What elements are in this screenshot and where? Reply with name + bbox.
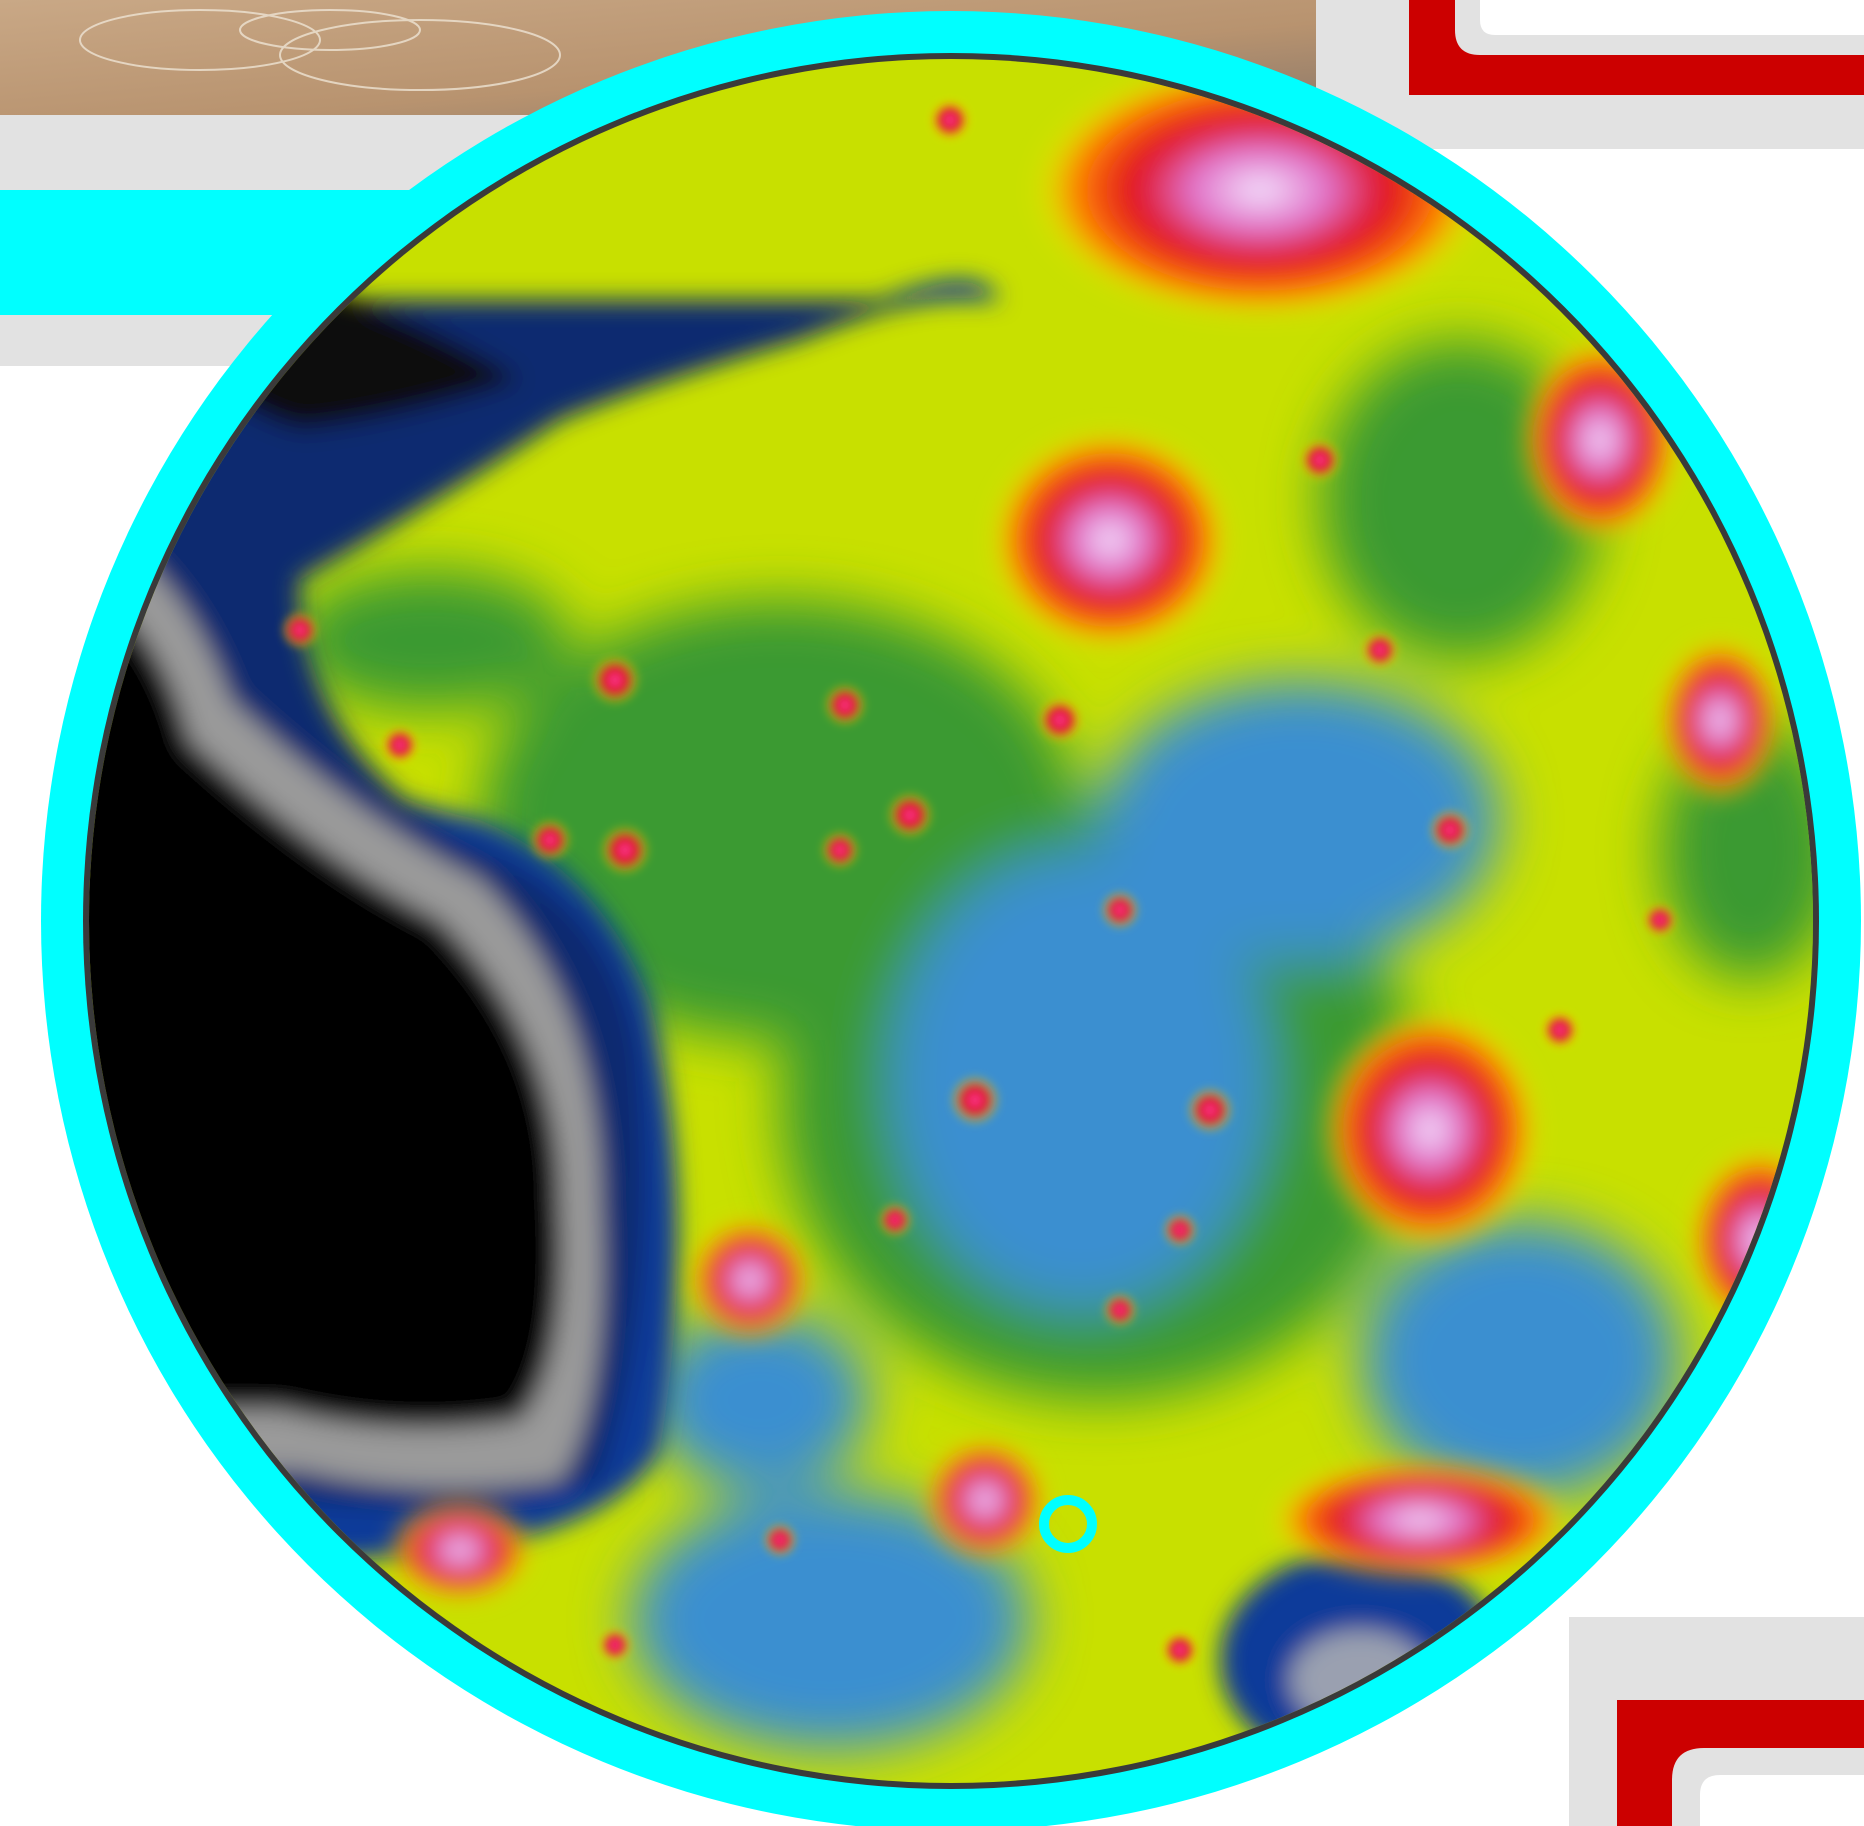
urban-areas: [390, 60, 1813, 1600]
frame-inner: [1700, 1775, 1864, 1826]
cable-lines: [79, 9, 561, 91]
location-marker: [1039, 1495, 1097, 1553]
rural-areas: [290, 340, 1813, 1750]
towns: [280, 98, 1678, 1670]
grey-band: [0, 315, 280, 366]
frame-inner: [1480, 0, 1864, 35]
